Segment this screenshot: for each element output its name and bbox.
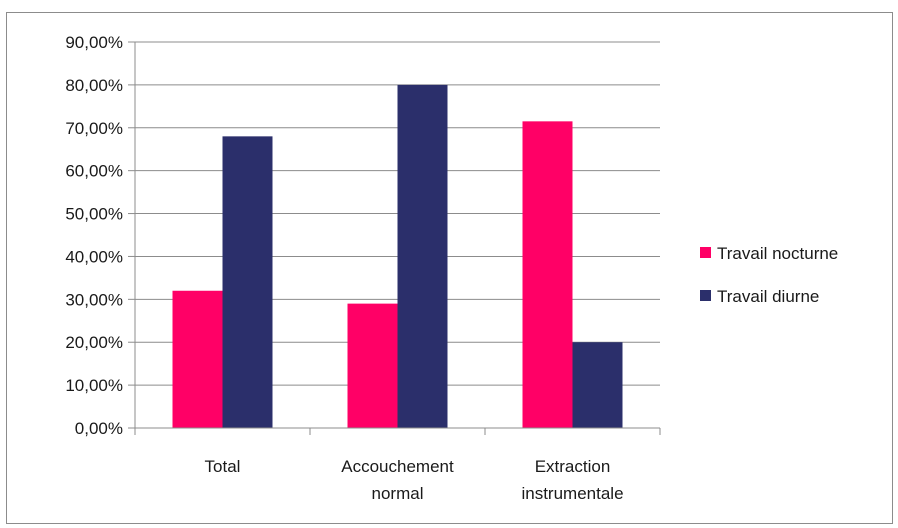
x-category-label: Extraction — [535, 457, 611, 476]
legend-swatch — [700, 290, 711, 301]
bars — [172, 84, 623, 428]
x-axis-category-labels: Total Accouchement normal Extraction instrum… — [205, 457, 624, 503]
bar-travail-nocturne — [172, 290, 223, 428]
y-tick-label: 10,00% — [65, 376, 123, 395]
legend-swatch — [700, 247, 711, 258]
legend: Travail nocturne Travail diurne — [700, 244, 838, 306]
y-axis-tick-labels: 0,00% 10,00% 20,00% 30,00% 40,00% 50,00% 60,00… — [65, 33, 135, 438]
y-tick-label: 20,00% — [65, 333, 123, 352]
legend-label: Travail nocturne — [717, 244, 838, 263]
bar-travail-nocturne — [522, 121, 573, 428]
y-tick-label: 60,00% — [65, 162, 123, 181]
chart-frame — [6, 12, 893, 524]
bar-travail-diurne — [397, 84, 448, 428]
y-tick-label: 90,00% — [65, 33, 123, 52]
bar-travail-nocturne — [347, 303, 398, 428]
y-tick-label: 0,00% — [75, 419, 123, 438]
y-tick-label: 50,00% — [65, 205, 123, 224]
y-tick-label: 40,00% — [65, 247, 123, 266]
bar-travail-diurne — [572, 342, 623, 428]
x-category-label: normal — [372, 484, 424, 503]
x-category-label: Total — [205, 457, 241, 476]
y-tick-label: 80,00% — [65, 76, 123, 95]
y-tick-label: 70,00% — [65, 119, 123, 138]
bar-travail-diurne — [222, 136, 273, 428]
y-tick-label: 30,00% — [65, 290, 123, 309]
legend-label: Travail diurne — [717, 287, 819, 306]
axes — [134, 42, 661, 435]
x-category-label: instrumentale — [521, 484, 623, 503]
x-category-label: Accouchement — [341, 457, 454, 476]
